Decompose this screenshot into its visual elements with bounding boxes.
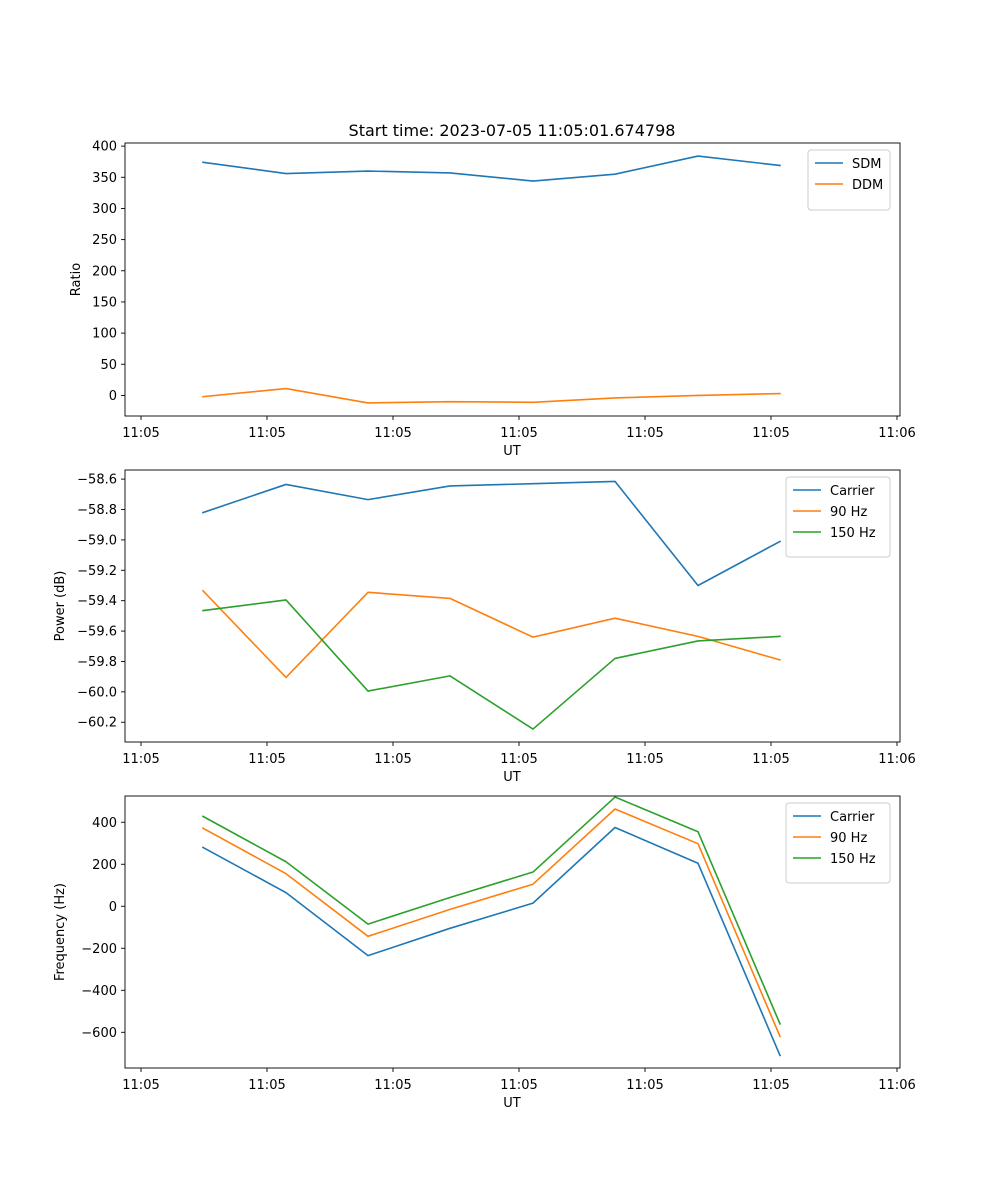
x-tick-label: 11:05 [752, 752, 789, 767]
x-tick-label: 11:05 [122, 426, 159, 441]
series-line-150-hz [202, 599, 781, 730]
series-line-carrier [201, 826, 782, 1057]
x-tick-label: 11:06 [878, 426, 915, 441]
legend-label: 150 Hz [830, 526, 876, 541]
subplot-1: 11:05 11:05 11:05 11:05 11:05 11:05 11:06 UT 0 50… [69, 140, 916, 459]
y-tick-label: 400 [92, 140, 117, 155]
legend-box [785, 476, 891, 558]
y-tick-label: 300 [92, 202, 117, 217]
x-axis-label: UT [503, 770, 521, 785]
x-tick-label: 11:05 [122, 752, 159, 767]
series-line-90-hz [201, 808, 782, 1038]
figure-title: Start time: 2023-07-05 11:05:01.674798 [349, 121, 676, 140]
x-tick-label: 11:05 [500, 1078, 537, 1093]
x-tick-label: 11:05 [248, 426, 285, 441]
y-tick-label: −60.2 [77, 716, 117, 731]
x-axis-label: UT [503, 444, 521, 459]
y-tick-label: −58.6 [77, 473, 117, 488]
y-tick-label: 400 [92, 816, 117, 831]
x-axis-label: UT [503, 1096, 521, 1111]
axes-frame [124, 469, 901, 743]
x-tick-label: 11:05 [374, 426, 411, 441]
y-tick-label: 150 [92, 295, 117, 310]
x-tick-label: 11:05 [122, 1078, 159, 1093]
legend-label: Carrier [830, 484, 875, 499]
x-tick-label: 11:05 [626, 752, 663, 767]
axes-frame [124, 142, 901, 417]
legend-label: 90 Hz [830, 831, 867, 846]
subplot-2: 11:05 11:05 11:05 11:05 11:05 11:05 11:06 UT −58… [53, 469, 916, 785]
legend-box [785, 802, 891, 884]
y-tick-label: −59.2 [77, 564, 117, 579]
legend-label: SDM [852, 157, 881, 172]
y-tick-label: 0 [109, 389, 117, 404]
y-tick-label: 250 [92, 233, 117, 248]
y-tick-label: −600 [81, 1026, 117, 1041]
y-tick-label: 50 [100, 358, 117, 373]
y-tick-label: −59.0 [77, 533, 117, 548]
x-tick-label: 11:05 [752, 426, 789, 441]
plots: 11:05 11:05 11:05 11:05 11:05 11:05 11:06 UT 0 50… [53, 140, 916, 1111]
series-line-ddm [202, 387, 781, 404]
y-tick-label: 350 [92, 171, 117, 186]
y-tick-label: −60.0 [77, 685, 117, 700]
legend-label: Carrier [830, 810, 875, 825]
x-tick-label: 11:05 [374, 752, 411, 767]
y-tick-label: 200 [92, 264, 117, 279]
x-tick-label: 11:05 [500, 426, 537, 441]
x-tick-label: 11:06 [878, 1078, 915, 1093]
legend: SDM DDM [807, 149, 891, 211]
x-tick-label: 11:05 [752, 1078, 789, 1093]
y-tick-label: 100 [92, 327, 117, 342]
x-tick-label: 11:05 [626, 426, 663, 441]
legend-label: DDM [852, 178, 883, 193]
series-line-90-hz [201, 589, 781, 679]
series-line-sdm [202, 155, 781, 182]
y-tick-label: −58.8 [77, 503, 117, 518]
legend-box [807, 149, 891, 211]
x-tick-label: 11:06 [878, 752, 915, 767]
legend-label: 150 Hz [830, 852, 876, 867]
y-axis-label: Power (dB) [53, 571, 68, 642]
y-tick-label: 0 [109, 900, 117, 915]
y-tick-label: −59.8 [77, 655, 117, 670]
series-line-carrier [201, 480, 782, 587]
x-tick-label: 11:05 [500, 752, 537, 767]
y-axis-label: Frequency (Hz) [53, 883, 68, 981]
y-axis-label: Ratio [69, 263, 84, 296]
legend: Carrier 90 Hz 150 Hz [785, 802, 891, 884]
x-tick-label: 11:05 [248, 752, 285, 767]
y-tick-label: −59.6 [77, 625, 117, 640]
legend: Carrier 90 Hz 150 Hz [785, 476, 891, 558]
y-tick-label: −400 [81, 984, 117, 999]
x-tick-label: 11:05 [374, 1078, 411, 1093]
y-tick-label: −200 [81, 942, 117, 957]
x-tick-label: 11:05 [248, 1078, 285, 1093]
subplot-3: 11:05 11:05 11:05 11:05 11:05 11:05 11:06 UT 400… [53, 795, 916, 1111]
x-tick-label: 11:05 [626, 1078, 663, 1093]
series-line-150-hz [201, 796, 782, 1025]
legend-label: 90 Hz [830, 505, 867, 520]
y-tick-label: −59.4 [77, 594, 117, 609]
y-tick-label: 200 [92, 858, 117, 873]
axes-frame [124, 795, 901, 1069]
